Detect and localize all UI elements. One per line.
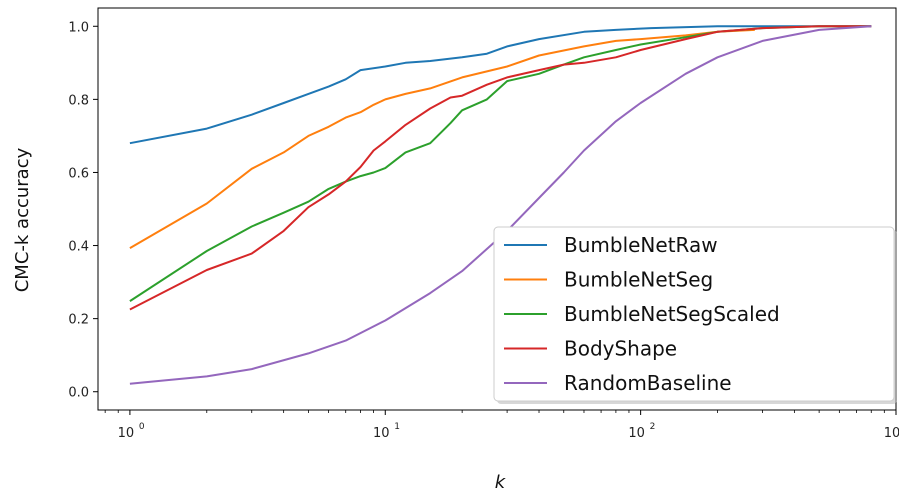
y-tick-label: 0.8 [68,93,89,108]
legend-entry-label: BumbleNetRaw [564,233,718,257]
series-line-0 [129,25,872,145]
x-tick-label: 10 [628,426,645,441]
legend-box [493,226,895,402]
x-tick-exponent: 2 [650,422,656,432]
x-tick-label: 10 [884,426,899,441]
legend-entry-label: BodyShape [564,337,677,361]
x-tick-label: 10 [118,426,135,441]
x-axis-label: k [495,472,507,493]
series-line-2 [129,25,872,302]
x-tick-exponent: 0 [139,422,145,432]
legend-entry-label: RandomBaseline [564,371,732,395]
plot-frame [97,7,897,411]
legend-entry-label: BumbleNetSeg [564,268,713,292]
y-tick-label: 0.6 [68,166,89,181]
y-tick-label: 0.4 [68,240,89,255]
x-tick-label: 10 [373,426,390,441]
x-tick-exponent: 1 [394,422,400,432]
y-axis-label: CMC-k accuracy [12,147,33,292]
y-axis: 0.0 0.2 0.4 0.6 0.8 1.0 [68,20,98,401]
series-line-4 [129,25,872,385]
series-line-1 [129,28,755,249]
legend: BumbleNetRaw BumbleNetSeg BumbleNetSegScal… [493,226,897,404]
series-group [129,25,872,385]
y-tick-label: 0.2 [68,313,89,328]
y-tick-label: 1.0 [68,20,89,35]
series-line-3 [129,25,872,311]
y-tick-label: 0.0 [68,386,89,401]
legend-entry-label: BumbleNetSegScaled [564,302,780,326]
x-axis: 100101102103 [104,410,899,441]
